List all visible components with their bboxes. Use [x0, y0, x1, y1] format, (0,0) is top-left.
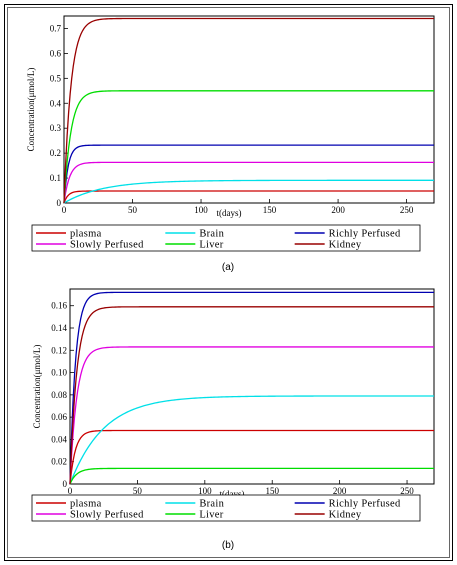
y-tick-label: 0: [57, 198, 62, 208]
series-line-richly-perfused: [69, 291, 434, 485]
figure-inner-frame: [7, 7, 450, 558]
x-tick-label: 200: [331, 205, 345, 215]
x-tick-label: 50: [128, 205, 138, 215]
y-tick-label: 0.1: [50, 173, 61, 183]
series-line-liver: [69, 467, 434, 485]
series-line-kidney: [63, 17, 434, 204]
legend-label-brain: Brain: [199, 499, 224, 510]
legend-label-plasma: plasma: [70, 499, 102, 510]
y-tick-label: 0: [63, 479, 68, 489]
plot-frame: [63, 15, 435, 204]
y-tick-label: 0.5: [50, 73, 62, 83]
y-tick-label: 0.08: [51, 390, 67, 400]
panel-a: 0 0.1 0.2 0.3 0.4 0.5 0.6 0.7 0 50 100 150 200 250 t(d…: [26, 15, 435, 273]
series-line-kidney: [69, 306, 434, 485]
panel-b: 0 0.02 0.04 0.06 0.08 0.10 0.12 0.14 0.16 0 50 100 1…: [31, 288, 435, 551]
legend-label-slowly-perfused: Slowly Perfused: [70, 240, 144, 251]
x-tick-label: 100: [194, 205, 208, 215]
y-axis-title: Concentration(μmol/L): [26, 68, 36, 152]
series-line-brain: [63, 179, 434, 204]
y-tick-label: 0.06: [51, 412, 67, 422]
plot-frame: [69, 288, 435, 485]
y-tick-label: 0.4: [50, 98, 62, 108]
x-axis-title: t(days): [220, 489, 245, 499]
legend-label-plasma: plasma: [70, 229, 102, 240]
series-line-plasma: [63, 190, 434, 204]
panel-caption: (b): [222, 540, 234, 551]
x-tick-label: 200: [333, 486, 347, 496]
y-tick-label: 0.7: [50, 23, 62, 33]
legend-label-liver: Liver: [199, 510, 223, 521]
series-line-richly-perfused: [63, 144, 434, 204]
figure-frame: [4, 4, 453, 561]
legend-label-kidney: Kidney: [329, 510, 362, 521]
legend-box: [31, 224, 421, 252]
y-tick-label: 0.3: [50, 123, 62, 133]
y-tick-label: 0.2: [50, 148, 61, 158]
x-tick-label: 0: [62, 205, 67, 215]
series-line-slowly-perfused: [69, 346, 434, 485]
legend-label-slowly-perfused: Slowly Perfused: [70, 510, 144, 521]
legend-label-kidney: Kidney: [329, 240, 362, 251]
x-tick-label: 150: [263, 205, 277, 215]
y-tick-label: 0.10: [51, 368, 67, 378]
y-axis-title: Concentration(μmol/L): [32, 345, 42, 429]
series-line-plasma: [69, 429, 434, 485]
y-tick-label: 0.04: [51, 434, 67, 444]
panel-caption: (a): [222, 262, 234, 273]
x-tick-label: 250: [400, 486, 414, 496]
legend-box: [31, 494, 421, 522]
x-tick-label: 0: [68, 486, 73, 496]
legend-label-brain: Brain: [199, 229, 224, 240]
legend-label-liver: Liver: [199, 240, 223, 251]
x-tick-label: 50: [133, 486, 143, 496]
x-tick-label: 150: [265, 486, 279, 496]
series-line-slowly-perfused: [63, 161, 434, 204]
x-tick-label: 250: [400, 205, 414, 215]
x-tick-label: 100: [198, 486, 212, 496]
legend-label-richly-perfused: Richly Perfused: [329, 499, 401, 510]
y-tick-label: 0.16: [51, 301, 67, 311]
series-line-brain: [69, 395, 434, 485]
y-tick-label: 0.6: [50, 48, 62, 58]
y-tick-label: 0.14: [51, 323, 67, 333]
x-axis-title: t(days): [217, 208, 242, 218]
legend-label-richly-perfused: Richly Perfused: [329, 229, 401, 240]
y-tick-label: 0.02: [51, 457, 67, 467]
y-tick-label: 0.12: [51, 345, 67, 355]
series-line-liver: [63, 90, 434, 204]
